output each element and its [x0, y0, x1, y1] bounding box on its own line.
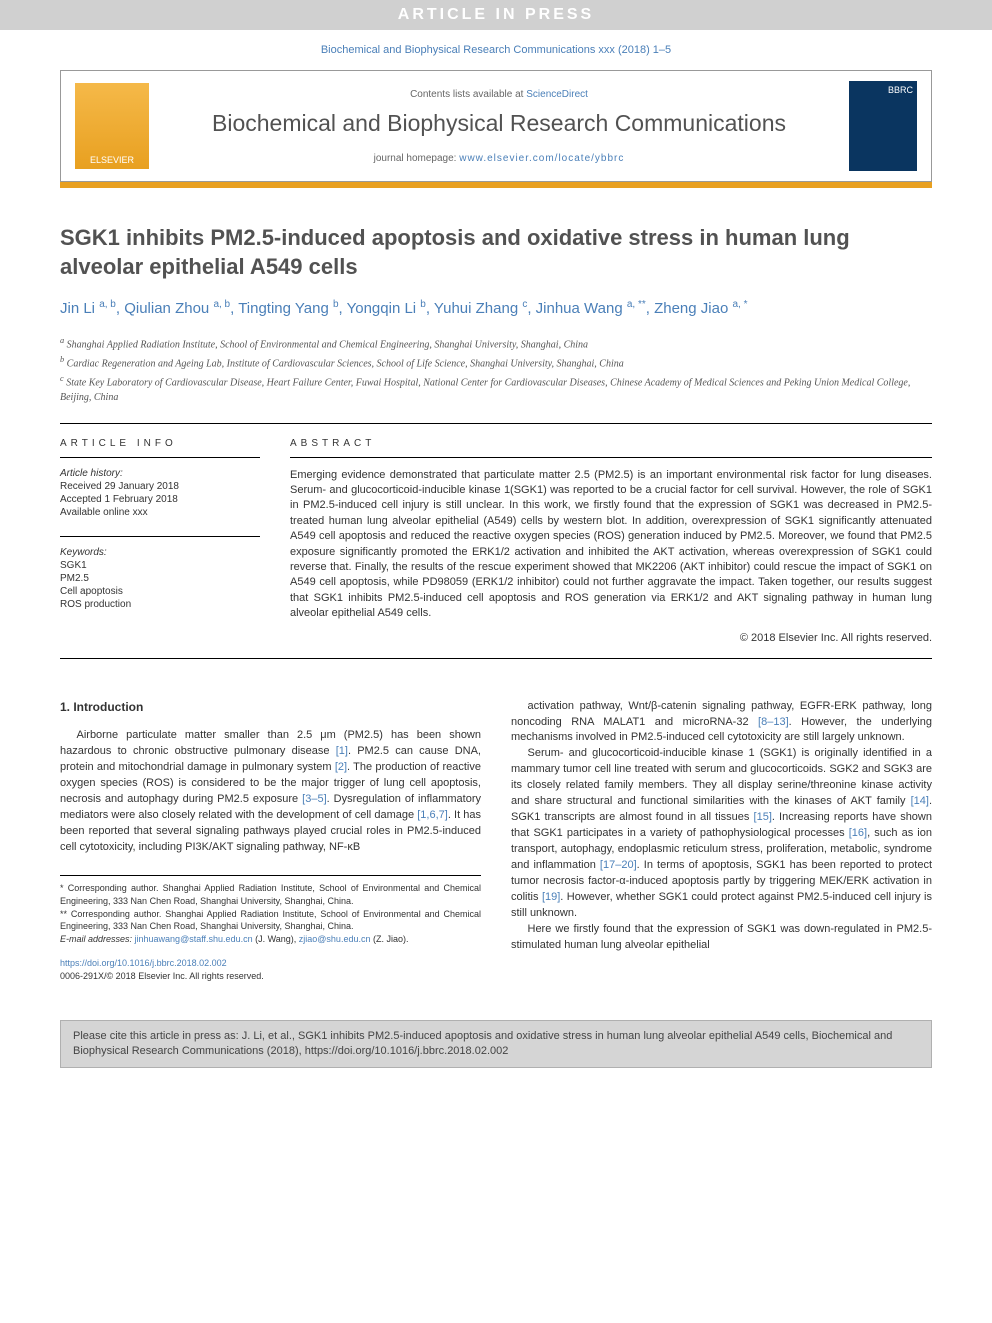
keywords-label: Keywords:: [60, 547, 260, 558]
abstract-text: Emerging evidence demonstrated that part…: [290, 468, 932, 622]
body-para-2: activation pathway, Wnt/β-catenin signal…: [511, 699, 932, 747]
doi-link[interactable]: https://doi.org/10.1016/j.bbrc.2018.02.0…: [60, 958, 227, 968]
body-para-4: Here we firstly found that the expressio…: [511, 922, 932, 954]
email-2-who: (Z. Jiao).: [370, 934, 408, 944]
email-1[interactable]: jinhuawang@staff.shu.edu.cn: [135, 934, 253, 944]
abstract-copyright: © 2018 Elsevier Inc. All rights reserved…: [290, 632, 932, 644]
article-title: SGK1 inhibits PM2.5-induced apoptosis an…: [60, 224, 932, 281]
issn-copyright: 0006-291X/© 2018 Elsevier Inc. All right…: [60, 971, 264, 981]
affiliation-line: a Shanghai Applied Radiation Institute, …: [60, 335, 932, 352]
elsevier-logo: ELSEVIER: [75, 83, 149, 169]
accepted-date: Accepted 1 February 2018: [60, 494, 260, 505]
section-heading-intro: 1. Introduction: [60, 699, 481, 716]
homepage-link[interactable]: www.elsevier.com/locate/ybbrc: [459, 153, 624, 164]
article-in-press-banner: ARTICLE IN PRESS: [0, 0, 992, 30]
cite-this-article-box: Please cite this article in press as: J.…: [60, 1020, 932, 1069]
body-para-3: Serum- and glucocorticoid-inducible kina…: [511, 746, 932, 921]
elsevier-label: ELSEVIER: [90, 155, 134, 165]
body-column-left: 1. Introduction Airborne particulate mat…: [60, 699, 481, 984]
email-label: E-mail addresses:: [60, 934, 135, 944]
email-2[interactable]: zjiao@shu.edu.cn: [299, 934, 371, 944]
article-info-heading: ARTICLE INFO: [60, 438, 260, 458]
received-date: Received 29 January 2018: [60, 481, 260, 492]
corresponding-author-1: * Corresponding author. Shanghai Applied…: [60, 882, 481, 907]
homepage-prefix: journal homepage:: [374, 153, 460, 164]
body-columns: 1. Introduction Airborne particulate mat…: [60, 699, 932, 984]
abstract-column: ABSTRACT Emerging evidence demonstrated …: [290, 438, 932, 644]
online-date: Available online xxx: [60, 507, 260, 518]
affiliation-line: b Cardiac Regeneration and Ageing Lab, I…: [60, 354, 932, 371]
affiliation-line: c State Key Laboratory of Cardiovascular…: [60, 373, 932, 404]
homepage-line: journal homepage: www.elsevier.com/locat…: [163, 153, 835, 164]
info-abstract-row: ARTICLE INFO Article history: Received 2…: [60, 423, 932, 659]
corresponding-author-2: ** Corresponding author. Shanghai Applie…: [60, 908, 481, 933]
body-column-right: activation pathway, Wnt/β-catenin signal…: [511, 699, 932, 984]
article-content: SGK1 inhibits PM2.5-induced apoptosis an…: [0, 188, 992, 1004]
footnotes: * Corresponding author. Shanghai Applied…: [60, 875, 481, 945]
article-info-column: ARTICLE INFO Article history: Received 2…: [60, 438, 260, 644]
sciencedirect-link[interactable]: ScienceDirect: [526, 89, 588, 100]
journal-title: Biochemical and Biophysical Research Com…: [163, 110, 835, 137]
masthead: ELSEVIER Contents lists available at Sci…: [60, 70, 932, 182]
masthead-center: Contents lists available at ScienceDirec…: [163, 89, 835, 164]
keywords-block: Keywords: SGK1 PM2.5 Cell apoptosis ROS pro…: [60, 536, 260, 610]
doi-block: https://doi.org/10.1016/j.bbrc.2018.02.0…: [60, 957, 481, 983]
keyword-item: Cell apoptosis: [60, 586, 260, 597]
contents-prefix: Contents lists available at: [410, 89, 526, 100]
keyword-item: ROS production: [60, 599, 260, 610]
abstract-heading: ABSTRACT: [290, 438, 932, 458]
email-1-who: (J. Wang),: [253, 934, 299, 944]
history-label: Article history:: [60, 468, 260, 479]
keyword-item: SGK1: [60, 560, 260, 571]
journal-cover-thumb: [849, 81, 917, 171]
email-addresses: E-mail addresses: jinhuawang@staff.shu.e…: [60, 933, 481, 946]
journal-reference: Biochemical and Biophysical Research Com…: [0, 30, 992, 70]
affiliations: a Shanghai Applied Radiation Institute, …: [60, 335, 932, 405]
contents-line: Contents lists available at ScienceDirec…: [163, 89, 835, 100]
authors-list: Jin Li a, b, Qiulian Zhou a, b, Tingting…: [60, 297, 932, 321]
keyword-item: PM2.5: [60, 573, 260, 584]
body-para-1: Airborne particulate matter smaller than…: [60, 728, 481, 856]
